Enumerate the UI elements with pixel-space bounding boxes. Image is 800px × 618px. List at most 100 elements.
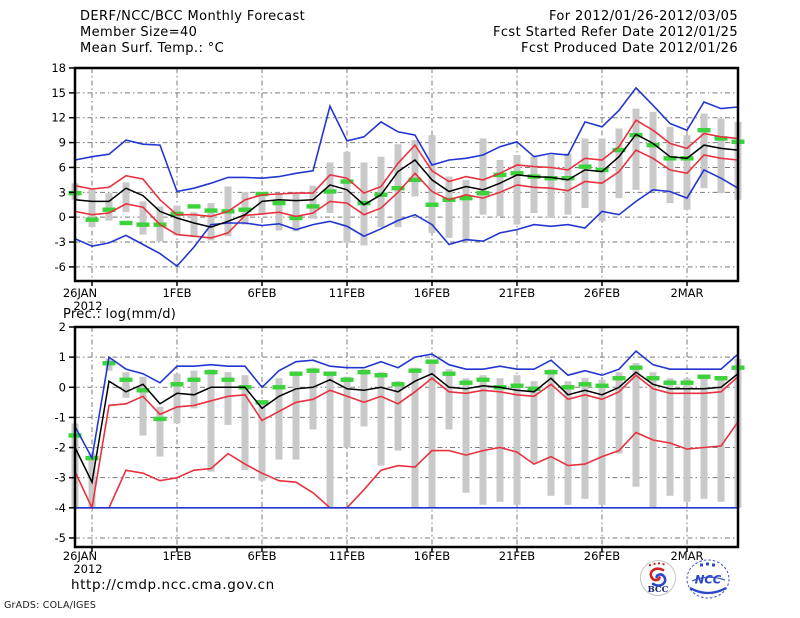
- green-dash-markers: [272, 200, 286, 206]
- grads-credit: GrADS: COLA/IGES: [4, 600, 97, 611]
- spread-bar: [190, 370, 198, 409]
- green-dash-markers: [255, 400, 269, 405]
- spread-bar: [139, 201, 147, 235]
- spread-bar: [139, 376, 147, 436]
- spread-bar: [411, 367, 419, 508]
- x-tick-label: 26FEB: [584, 286, 621, 300]
- green-dash-markers: [187, 204, 201, 209]
- plot-frame: [73, 325, 740, 549]
- lower-spread-red: [75, 421, 739, 509]
- green-dash-markers: [323, 189, 337, 194]
- spread-bar: [649, 111, 657, 192]
- spread-bar: [326, 162, 334, 214]
- green-dash-markers: [102, 207, 116, 212]
- spread-bar: [581, 378, 589, 499]
- spread-bar: [122, 182, 130, 213]
- green-dash-markers: [85, 217, 99, 222]
- green-dash-markers: [391, 382, 405, 387]
- spread-bar: [683, 378, 691, 502]
- green-dash-markers: [612, 147, 626, 153]
- green-dash-markers: [663, 380, 677, 385]
- green-dash-markers: [204, 208, 218, 213]
- member-size-label: Member Size=40: [80, 25, 198, 40]
- y-tick-label: 0: [59, 210, 66, 224]
- spread-bar: [564, 153, 572, 215]
- green-dash-markers: [306, 368, 320, 373]
- y-tick-label: 2: [59, 320, 66, 334]
- spread-bar: [326, 372, 334, 508]
- page-title: DERF/NCC/BCC Monthly Forecast: [80, 9, 306, 24]
- green-dash-markers: [119, 220, 133, 226]
- spread-bar: [207, 203, 215, 241]
- green-dash-markers: [680, 380, 694, 385]
- spread-bar: [258, 192, 266, 215]
- forecast-range-label: For 2012/01/26-2012/03/05: [549, 9, 738, 24]
- precip-chart: 2 1 0 -1 -2 -3 -4 -5 26JAN 1FEB 6FEB 11FEB 16FEB 21FE…: [55, 320, 745, 576]
- green-dash-markers: [493, 172, 507, 178]
- x-tick-label: 16FEB: [414, 286, 451, 300]
- spread-bar: [224, 372, 232, 425]
- spread-bar: [309, 185, 317, 219]
- bcc-top-characters: [649, 562, 665, 567]
- green-dash-markers: [289, 215, 303, 221]
- spread-bar: [513, 375, 521, 505]
- spread-bar: [258, 402, 266, 481]
- ncc-wreath: [689, 587, 727, 595]
- spread-bar: [717, 118, 725, 194]
- spread-bar: [275, 378, 283, 460]
- x-tick-label: 1FEB: [162, 286, 191, 300]
- spread-bar: [598, 138, 606, 222]
- spread-bar: [615, 372, 623, 454]
- green-dash-markers: [255, 191, 269, 197]
- ncc-swoosh: [691, 576, 726, 582]
- green-dash-markers: [714, 136, 728, 141]
- y-tick-label: 6: [59, 160, 66, 174]
- bcc-label: BCC: [648, 585, 669, 595]
- green-dash-markers: [289, 371, 303, 376]
- x-tick-label: 6FEB: [247, 549, 276, 563]
- spread-bar: [717, 376, 725, 502]
- ensemble-min-blue: [74, 168, 739, 268]
- fcst-start-date-label: Fcst Started Refer Date 2012/01/25: [493, 25, 738, 40]
- green-dash-markers: [136, 388, 150, 393]
- spread-bar: [700, 375, 708, 499]
- spread-bar: [122, 372, 130, 398]
- green-dash-markers: [170, 382, 184, 387]
- green-dash-markers: [408, 177, 422, 183]
- x-year-label: 2012: [73, 562, 102, 576]
- y-tick-label: -3: [55, 235, 66, 249]
- y-tick-label: -2: [55, 441, 66, 455]
- green-dash-markers: [527, 386, 541, 391]
- green-dash-markers: [323, 371, 337, 376]
- x-tick-label: 26FEB: [584, 549, 621, 563]
- green-dash-markers: [663, 156, 677, 161]
- green-dash-markers: [544, 176, 558, 181]
- y-tick-label: 12: [51, 111, 66, 125]
- green-dash-markers: [442, 371, 456, 376]
- bcc-blue-swirl: [651, 573, 667, 587]
- green-dash-markers: [306, 204, 320, 209]
- temperature-chart-title: Mean Surf. Temp.: °C: [80, 41, 225, 56]
- green-dash-markers: [459, 380, 473, 385]
- green-dash-markers: [697, 127, 711, 133]
- green-dash-markers: [612, 376, 626, 381]
- x-tick-label: 1FEB: [162, 549, 191, 563]
- spread-bar: [292, 372, 300, 460]
- y-tick-label: 9: [59, 136, 66, 150]
- spread-bar: [547, 155, 555, 219]
- green-dash-markers: [340, 377, 354, 382]
- green-dash-markers: [561, 385, 575, 390]
- x-tick-label: 16FEB: [414, 549, 451, 563]
- x-tick-label: 21FEB: [499, 286, 536, 300]
- ensemble-mean-black: [74, 371, 739, 485]
- spread-bar: [513, 155, 521, 225]
- spread-bar: [530, 381, 538, 463]
- bcc-red-swirl: [649, 567, 665, 582]
- spread-bar: [428, 135, 436, 233]
- spread-bar: [564, 381, 572, 505]
- green-dash-markers: [476, 377, 490, 382]
- y-tick-label: -3: [55, 471, 66, 485]
- y-tick-label: -6: [55, 260, 66, 274]
